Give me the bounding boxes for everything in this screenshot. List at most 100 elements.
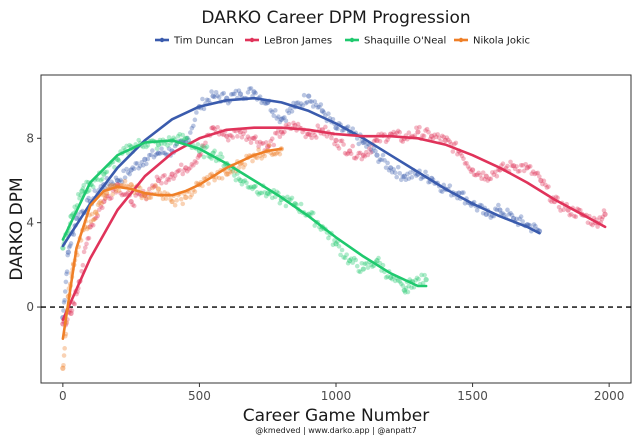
data-point bbox=[155, 186, 162, 192]
data-point bbox=[80, 186, 86, 191]
data-point bbox=[93, 215, 99, 221]
data-point bbox=[599, 216, 605, 222]
data-point bbox=[333, 125, 339, 131]
data-point bbox=[426, 179, 431, 185]
data-point bbox=[98, 199, 103, 204]
data-point bbox=[357, 269, 363, 275]
data-point bbox=[468, 169, 474, 174]
data-point bbox=[230, 91, 236, 97]
legend-item[interactable]: Tim Duncan bbox=[155, 36, 234, 47]
data-point bbox=[140, 163, 146, 168]
data-point bbox=[204, 97, 210, 103]
data-point bbox=[212, 177, 217, 183]
data-point bbox=[452, 141, 457, 147]
data-point bbox=[303, 100, 308, 106]
legend[interactable]: Tim Duncan LeBron James Shaquille O'Neal Ni… bbox=[155, 36, 530, 47]
data-point bbox=[370, 149, 375, 154]
data-point bbox=[206, 97, 211, 103]
data-point bbox=[382, 158, 387, 163]
data-point bbox=[148, 152, 154, 158]
data-point bbox=[189, 125, 195, 131]
data-point bbox=[480, 210, 486, 216]
data-point bbox=[62, 346, 67, 351]
data-point bbox=[348, 151, 354, 157]
legend-marker bbox=[349, 37, 355, 43]
data-point bbox=[221, 132, 227, 138]
data-point bbox=[92, 216, 98, 221]
data-point bbox=[212, 94, 217, 100]
data-point bbox=[350, 260, 355, 265]
data-point bbox=[122, 175, 128, 180]
data-point bbox=[537, 174, 542, 179]
data-point bbox=[541, 178, 547, 184]
data-point bbox=[121, 146, 126, 151]
data-point bbox=[154, 174, 160, 180]
data-point bbox=[282, 129, 287, 135]
x-axis: 0 500 1000 1500 2000 bbox=[59, 383, 624, 403]
data-point bbox=[163, 196, 169, 201]
data-point bbox=[354, 136, 360, 141]
data-point bbox=[215, 93, 220, 99]
legend-item[interactable]: LeBron James bbox=[245, 36, 332, 47]
data-point bbox=[278, 129, 284, 135]
data-point bbox=[119, 179, 125, 185]
data-point bbox=[188, 130, 193, 135]
data-point bbox=[239, 134, 245, 140]
data-point bbox=[439, 189, 445, 194]
data-point bbox=[362, 154, 368, 159]
data-point bbox=[441, 134, 447, 140]
data-point bbox=[321, 110, 327, 115]
data-point bbox=[303, 134, 308, 140]
data-point bbox=[216, 175, 222, 181]
data-point bbox=[474, 208, 480, 213]
data-point bbox=[254, 139, 260, 145]
data-point bbox=[332, 141, 337, 147]
data-point bbox=[491, 172, 497, 178]
data-point bbox=[376, 255, 381, 261]
data-point bbox=[221, 163, 227, 169]
data-point bbox=[362, 261, 368, 267]
data-point bbox=[201, 154, 207, 160]
data-point bbox=[420, 133, 425, 138]
data-point bbox=[139, 195, 145, 201]
data-point bbox=[558, 208, 563, 213]
data-point bbox=[414, 125, 419, 131]
data-point bbox=[180, 171, 186, 177]
data-point bbox=[237, 91, 243, 97]
data-point bbox=[309, 210, 315, 215]
data-point bbox=[257, 190, 263, 196]
data-point bbox=[423, 128, 428, 133]
data-point bbox=[103, 196, 108, 201]
data-point bbox=[306, 93, 312, 99]
data-point bbox=[373, 137, 378, 143]
data-point bbox=[400, 174, 406, 179]
data-point bbox=[506, 211, 512, 217]
legend-item[interactable]: Shaquille O'Neal bbox=[345, 36, 446, 47]
data-point bbox=[278, 116, 284, 122]
data-point bbox=[124, 191, 129, 197]
data-point bbox=[356, 150, 362, 156]
data-point bbox=[250, 186, 255, 192]
data-point bbox=[590, 222, 595, 228]
data-point bbox=[392, 170, 398, 176]
data-point bbox=[496, 202, 501, 208]
data-point bbox=[368, 262, 374, 268]
data-point bbox=[359, 156, 365, 162]
legend-item[interactable]: Nikola Jokic bbox=[454, 36, 530, 47]
data-point bbox=[408, 170, 413, 175]
data-point bbox=[367, 146, 372, 151]
data-point bbox=[391, 167, 396, 172]
data-point bbox=[432, 132, 437, 138]
data-point bbox=[178, 196, 184, 202]
data-point bbox=[194, 110, 199, 115]
data-point bbox=[336, 244, 342, 249]
data-point bbox=[244, 137, 249, 143]
data-point bbox=[60, 245, 66, 251]
data-point bbox=[96, 200, 102, 206]
data-point bbox=[262, 100, 267, 106]
data-point bbox=[269, 195, 275, 201]
data-point bbox=[109, 195, 114, 201]
data-point bbox=[389, 276, 395, 282]
y-tick-label: 4 bbox=[26, 216, 34, 230]
data-point bbox=[602, 211, 608, 217]
